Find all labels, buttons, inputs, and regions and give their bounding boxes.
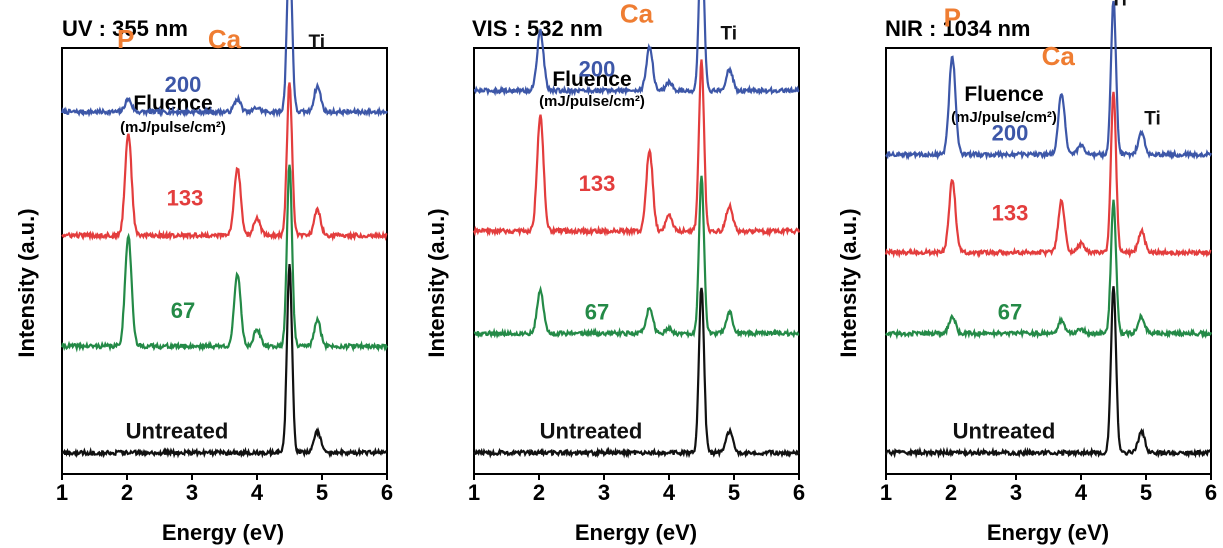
peak-label-ti: Ti — [309, 32, 326, 53]
series-line-untreated — [884, 286, 1212, 459]
x-tick-label: 2 — [121, 480, 133, 505]
series-label-untreated: Untreated — [126, 419, 229, 444]
panel-title: UV : 355 nm — [62, 16, 188, 41]
x-tick-label: 3 — [186, 480, 198, 505]
x-tick-label: 1 — [56, 480, 68, 505]
series-label-67: 67 — [171, 298, 195, 323]
series-label-133: 133 — [579, 171, 616, 196]
x-tick-label: 5 — [316, 480, 328, 505]
series-line-untreated — [61, 264, 388, 459]
x-tick-label: 6 — [793, 480, 805, 505]
series-label-untreated: Untreated — [953, 419, 1056, 444]
series-line-67 — [473, 175, 800, 339]
fluence-title: Fluence — [552, 68, 631, 91]
plot-frame — [61, 47, 388, 475]
x-tick-label: 2 — [945, 480, 957, 505]
series-line-67 — [885, 199, 1213, 340]
chart-panel-vis: VIS : 532 nm Intensity (a.u.) Energy (eV… — [424, 0, 805, 545]
x-tick-label: 1 — [880, 480, 892, 505]
series-line-133 — [61, 82, 388, 242]
x-tick-label: 5 — [1140, 480, 1152, 505]
x-tick-label: 3 — [598, 480, 610, 505]
fluence-unit: (mJ/pulse/cm²) — [951, 109, 1057, 126]
series-line-untreated — [473, 287, 801, 459]
series-line-200 — [473, 0, 800, 97]
peak-label-p: P — [117, 24, 134, 54]
peak-label-ti: Ti — [721, 23, 738, 44]
series-label-untreated: Untreated — [540, 419, 643, 444]
x-tick-label: 1 — [468, 480, 480, 505]
x-tick-label: 3 — [1010, 480, 1022, 505]
panel-title: NIR : 1034 nm — [885, 16, 1031, 41]
x-tick-label: 4 — [663, 480, 676, 505]
y-axis-label: Intensity (a.u.) — [836, 208, 861, 357]
peak-label-ca: Ca — [620, 0, 654, 28]
peak-label-p: P — [530, 0, 547, 3]
series-line-67 — [60, 164, 389, 353]
fluence-title: Fluence — [964, 83, 1043, 106]
series-label-67: 67 — [585, 299, 609, 324]
series-line-200 — [60, 0, 388, 119]
peak-label-ti: Ti — [1144, 109, 1161, 130]
chart-panel-nir: NIR : 1034 nm Intensity (a.u.) Energy (e… — [836, 0, 1217, 545]
x-tick-label: 4 — [1075, 480, 1088, 505]
series-label-67: 67 — [998, 299, 1022, 324]
panel-title: VIS : 532 nm — [472, 16, 603, 41]
x-tick-label: 5 — [728, 480, 740, 505]
series-line-200 — [885, 0, 1212, 161]
peak-label-ti: Ti — [1110, 0, 1127, 10]
series-line-133 — [472, 59, 801, 238]
series-label-200: 200 — [165, 72, 202, 97]
x-axis-label: Energy (eV) — [162, 520, 284, 545]
series-label-200: 200 — [579, 57, 616, 82]
fluence-unit: (mJ/pulse/cm²) — [120, 119, 226, 136]
plot-frame — [473, 47, 800, 475]
fluence-unit: (mJ/pulse/cm²) — [539, 93, 645, 110]
chart-panel-uv: UV : 355 nm Intensity (a.u.) Energy (eV)… — [14, 0, 393, 545]
series-label-133: 133 — [992, 200, 1029, 225]
y-axis-label: Intensity (a.u.) — [424, 208, 449, 357]
x-tick-label: 2 — [533, 480, 545, 505]
series-label-200: 200 — [992, 121, 1029, 146]
peak-label-ca: Ca — [208, 24, 242, 54]
x-tick-label: 4 — [251, 480, 264, 505]
y-axis-label: Intensity (a.u.) — [14, 208, 39, 357]
series-label-133: 133 — [167, 185, 204, 210]
x-tick-label: 6 — [1205, 480, 1217, 505]
series-line-133 — [884, 91, 1212, 259]
plot-frame — [885, 47, 1212, 475]
x-axis-label: Energy (eV) — [575, 520, 697, 545]
x-axis-label: Energy (eV) — [987, 520, 1109, 545]
peak-label-p: P — [944, 3, 961, 33]
x-tick-label: 6 — [381, 480, 393, 505]
peak-label-ca: Ca — [1042, 41, 1076, 71]
